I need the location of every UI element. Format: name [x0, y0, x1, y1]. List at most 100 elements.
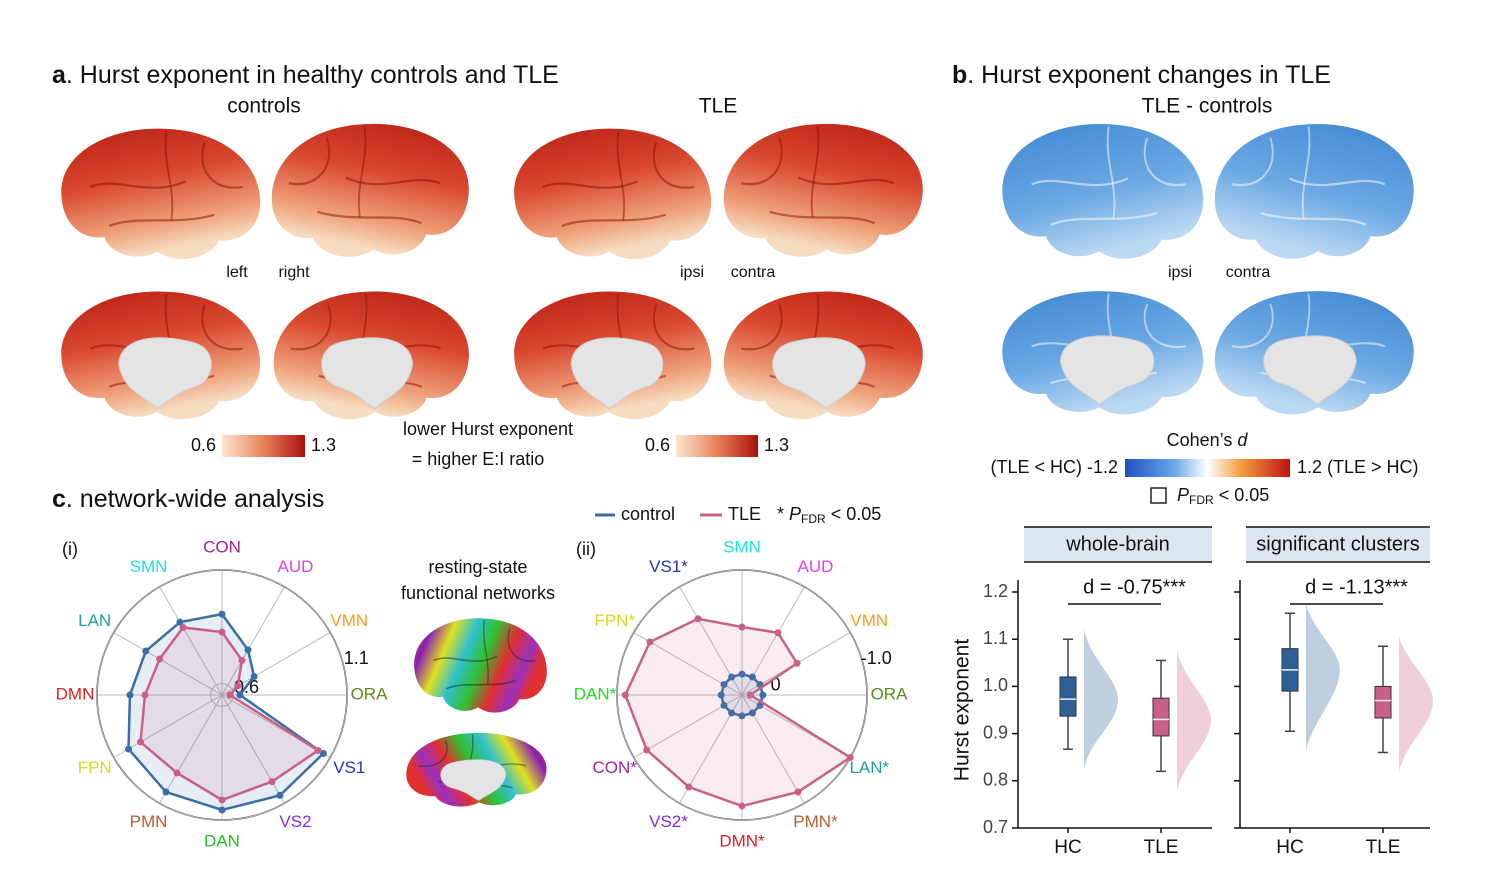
- sulcus: [769, 210, 876, 225]
- panel-letter: a: [52, 61, 67, 89]
- radar-point: [218, 806, 226, 814]
- grid-ring: [96, 569, 348, 821]
- y-tick-label: 1.0: [983, 675, 1008, 695]
- sub-label: (i): [62, 539, 78, 559]
- category-label: FPN: [78, 758, 112, 777]
- sulcus: [290, 304, 332, 351]
- radar-point: [238, 656, 246, 664]
- legend-rest: < 0.05: [826, 504, 882, 524]
- category-label: LAN*: [849, 758, 889, 777]
- brain: [406, 732, 547, 807]
- brain-surface: [1002, 123, 1204, 259]
- brain-surface: [1214, 123, 1414, 259]
- radar-point: [276, 791, 284, 799]
- radar-point: [646, 638, 654, 646]
- category-label: PMN*: [793, 812, 838, 831]
- group-label: controls: [227, 95, 301, 118]
- radar-point: [218, 628, 226, 636]
- box: [1152, 697, 1170, 737]
- hemi-label: ipsi: [1168, 264, 1192, 281]
- category-label: ORA: [871, 684, 909, 703]
- sig-label: PFDR < 0.05: [1177, 485, 1269, 507]
- spoke: [113, 694, 223, 758]
- radar-point: [794, 788, 802, 796]
- brain-surface: [723, 123, 923, 257]
- legend-label: TLE: [728, 504, 761, 524]
- category-label: DAN*: [574, 684, 617, 703]
- sulcus: [1143, 303, 1186, 349]
- spoke: [159, 586, 223, 696]
- radar-point: [728, 673, 736, 681]
- sulcus: [1231, 137, 1274, 187]
- category-label: AUD: [278, 557, 314, 576]
- legend-star: *: [777, 504, 789, 524]
- radar-point: [793, 659, 801, 667]
- sulcus: [507, 627, 536, 662]
- radar-point: [643, 746, 651, 754]
- hemi-label: left: [226, 264, 248, 281]
- brain: [414, 618, 547, 713]
- radar-point: [738, 802, 746, 810]
- sig-sub: FDR: [1189, 493, 1214, 507]
- sulcus: [561, 213, 666, 228]
- legend-p: P: [789, 504, 801, 524]
- radar-point: [236, 691, 244, 699]
- brain-medial-core: [321, 337, 413, 410]
- sulcus: [740, 304, 783, 351]
- category-label: ORA: [351, 684, 389, 703]
- radar-point: [748, 709, 756, 717]
- r-tick-label: 1.1: [344, 648, 369, 668]
- radar-point: [244, 646, 252, 654]
- brain-medial-core: [440, 759, 507, 801]
- violin: [1177, 650, 1211, 792]
- radar-point: [226, 691, 234, 699]
- legend-sig: * PFDR < 0.05: [777, 504, 881, 526]
- category-label: VS1*: [649, 557, 688, 576]
- category-label: AUD: [798, 557, 834, 576]
- colorbar-label: 0.6: [191, 435, 216, 455]
- brain-surface: [61, 128, 261, 259]
- brain-medial-core: [1059, 335, 1155, 405]
- radar-point: [746, 691, 754, 699]
- violin: [1306, 603, 1340, 752]
- y-tick-label: 0.9: [983, 722, 1008, 742]
- sulcus: [201, 304, 244, 351]
- sulcus: [810, 126, 820, 218]
- panel-header-title: significant clusters: [1256, 533, 1419, 555]
- sulcus: [1260, 211, 1367, 226]
- y-tick-label: 0.8: [983, 770, 1008, 790]
- radar-point: [179, 623, 187, 631]
- sulcus: [1231, 303, 1274, 349]
- panel-letter: b: [952, 61, 967, 89]
- box: [1059, 676, 1077, 717]
- brain-medial-core: [118, 337, 212, 410]
- radar-point: [137, 738, 145, 746]
- brain: [514, 291, 712, 420]
- colorbar-title-d: d: [1237, 430, 1248, 450]
- subtitle: TLE - controls: [1142, 95, 1273, 118]
- radar-point: [125, 745, 133, 753]
- radar-point: [268, 778, 276, 786]
- panel-title: c. network-wide analysis: [52, 485, 324, 513]
- brain: [514, 128, 712, 259]
- sub-label: (ii): [576, 539, 596, 559]
- radar-point: [748, 673, 756, 681]
- radar-point: [176, 618, 184, 626]
- sulcus: [1143, 137, 1186, 187]
- category-label: CON: [203, 537, 241, 556]
- radar-point: [250, 672, 258, 680]
- category-label: DAN: [204, 831, 240, 850]
- hemi-label: contra: [1226, 264, 1271, 281]
- colorbar: [676, 435, 758, 457]
- radar-point: [720, 681, 728, 689]
- brain: [1214, 291, 1414, 415]
- legend-label: control: [621, 504, 675, 524]
- colorbar-label: 0.6: [645, 435, 670, 455]
- radar-point: [738, 670, 746, 678]
- y-axis-label: Hurst exponent: [951, 639, 974, 782]
- category-label: VS1: [333, 758, 365, 777]
- radar-point: [173, 769, 181, 777]
- category-label: VMN: [330, 611, 368, 630]
- panel-title-text: . Hurst exponent changes in TLE: [967, 61, 1331, 89]
